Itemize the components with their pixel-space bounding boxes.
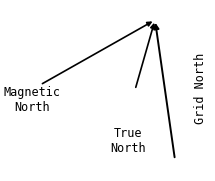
Text: True
North: True North [110,127,146,155]
Text: Magnetic
North: Magnetic North [3,86,60,114]
Text: Grid North: Grid North [194,52,206,124]
